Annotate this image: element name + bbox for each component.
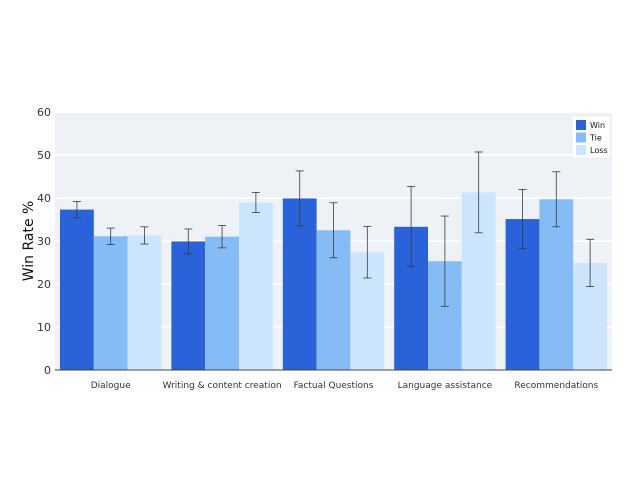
bar-loss-writing-content-creation — [239, 202, 273, 370]
x-tick-label-dialogue: Dialogue — [91, 381, 131, 391]
x-tick-label-language-assistance: Language assistance — [398, 381, 493, 391]
x-tick-label-recommendations: Recommendations — [514, 381, 598, 391]
legend-swatch-win — [576, 120, 586, 130]
bar-win-dialogue — [60, 209, 94, 370]
legend-label-loss: Loss — [590, 146, 608, 155]
y-axis-title: Win Rate % — [21, 201, 37, 282]
legend-label-win: Win — [590, 121, 605, 130]
legend-swatch-tie — [576, 132, 586, 143]
x-tick-label-factual-questions: Factual Questions — [294, 381, 374, 391]
y-tick-label-30: 30 — [37, 235, 51, 248]
legend-label-tie: Tie — [589, 134, 602, 143]
y-tick-label-60: 60 — [37, 106, 51, 119]
bar-loss-dialogue — [127, 235, 162, 370]
y-tick-label-50: 50 — [37, 149, 51, 162]
bar-tie-writing-content-creation — [205, 236, 239, 370]
bar-win-writing-content-creation — [171, 241, 206, 370]
legend-swatch-loss — [576, 145, 586, 155]
y-tick-label-0: 0 — [44, 364, 51, 377]
y-tick-label-40: 40 — [37, 192, 51, 205]
x-tick-label-writing-content-creation: Writing & content creation — [163, 381, 282, 391]
y-tick-label-20: 20 — [37, 278, 51, 291]
bar-win-factual-questions — [282, 198, 317, 370]
bar-tie-recommendations — [539, 199, 574, 370]
bar-tie-dialogue — [93, 236, 128, 370]
y-tick-label-10: 10 — [37, 321, 51, 334]
